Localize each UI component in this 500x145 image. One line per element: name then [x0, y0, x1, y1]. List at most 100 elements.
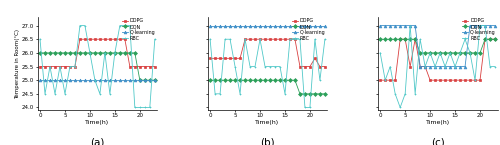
RBC: [47, 66, 53, 67]
Q-learning: [472, 25, 478, 26]
Y-axis label: Temperature in Room(°C): Temperature in Room(°C): [15, 29, 20, 99]
DDPG: [487, 38, 493, 40]
DQN: [257, 79, 263, 81]
Title: (c): (c): [430, 137, 444, 145]
DQN: [52, 52, 58, 54]
Q-learning: [437, 66, 443, 67]
Q-learning: [62, 79, 68, 81]
Q-learning: [142, 79, 148, 81]
RBC: [447, 52, 453, 54]
DDPG: [392, 79, 398, 81]
DDPG: [322, 66, 328, 67]
RBC: [112, 52, 118, 54]
RBC: [457, 52, 463, 54]
Q-learning: [252, 25, 258, 26]
DDPG: [302, 66, 308, 67]
Q-learning: [227, 25, 233, 26]
DQN: [407, 38, 413, 40]
Q-learning: [422, 66, 428, 67]
DDPG: [227, 57, 233, 59]
Q-learning: [247, 25, 253, 26]
DQN: [137, 79, 143, 81]
Line: RBC: RBC: [38, 24, 156, 109]
RBC: [422, 66, 428, 67]
DDPG: [232, 57, 238, 59]
DDPG: [242, 38, 248, 40]
Line: RBC: RBC: [208, 38, 326, 109]
DDPG: [107, 38, 113, 40]
Q-learning: [232, 25, 238, 26]
DQN: [477, 52, 483, 54]
Q-learning: [407, 25, 413, 26]
DQN: [397, 38, 403, 40]
DQN: [427, 52, 433, 54]
DQN: [152, 79, 158, 81]
RBC: [127, 25, 133, 26]
Line: Q-learning: Q-learning: [38, 79, 156, 82]
DQN: [312, 93, 318, 95]
Q-learning: [277, 25, 283, 26]
RBC: [487, 66, 493, 67]
Q-learning: [37, 79, 43, 81]
DDPG: [307, 66, 313, 67]
RBC: [37, 38, 43, 40]
RBC: [97, 93, 103, 95]
Q-learning: [42, 79, 48, 81]
RBC: [267, 66, 273, 67]
DDPG: [462, 79, 468, 81]
Q-learning: [152, 79, 158, 81]
Legend: DDPG, DQN, Q-learning, RBC: DDPG, DQN, Q-learning, RBC: [122, 18, 156, 41]
RBC: [307, 107, 313, 108]
DQN: [82, 52, 88, 54]
DDPG: [132, 66, 138, 67]
DQN: [462, 52, 468, 54]
RBC: [397, 107, 403, 108]
DQN: [142, 79, 148, 81]
DQN: [127, 52, 133, 54]
Title: (b): (b): [260, 137, 275, 145]
DQN: [307, 93, 313, 95]
Q-learning: [92, 79, 98, 81]
DDPG: [57, 66, 63, 67]
Q-learning: [67, 79, 73, 81]
RBC: [247, 66, 253, 67]
DQN: [72, 52, 78, 54]
DQN: [237, 79, 243, 81]
DQN: [432, 52, 438, 54]
DDPG: [292, 38, 298, 40]
DDPG: [397, 38, 403, 40]
Q-learning: [237, 25, 243, 26]
DDPG: [422, 66, 428, 67]
Q-learning: [382, 25, 388, 26]
DQN: [262, 79, 268, 81]
DQN: [482, 38, 488, 40]
Q-learning: [267, 25, 273, 26]
Q-learning: [82, 79, 88, 81]
DQN: [412, 38, 418, 40]
DDPG: [417, 66, 423, 67]
RBC: [442, 66, 448, 67]
RBC: [67, 66, 73, 67]
Q-learning: [52, 79, 58, 81]
DDPG: [67, 66, 73, 67]
DDPG: [492, 38, 498, 40]
RBC: [387, 66, 393, 67]
Q-learning: [452, 66, 458, 67]
DQN: [457, 52, 463, 54]
RBC: [237, 93, 243, 95]
RBC: [492, 66, 498, 67]
DDPG: [387, 79, 393, 81]
Q-learning: [487, 25, 493, 26]
DQN: [287, 79, 293, 81]
DQN: [232, 79, 238, 81]
RBC: [87, 52, 93, 54]
DDPG: [297, 66, 303, 67]
RBC: [377, 52, 383, 54]
Q-learning: [447, 66, 453, 67]
RBC: [277, 66, 283, 67]
RBC: [297, 38, 303, 40]
Q-learning: [307, 25, 313, 26]
DQN: [62, 52, 68, 54]
Line: Q-learning: Q-learning: [379, 24, 496, 68]
DQN: [487, 38, 493, 40]
